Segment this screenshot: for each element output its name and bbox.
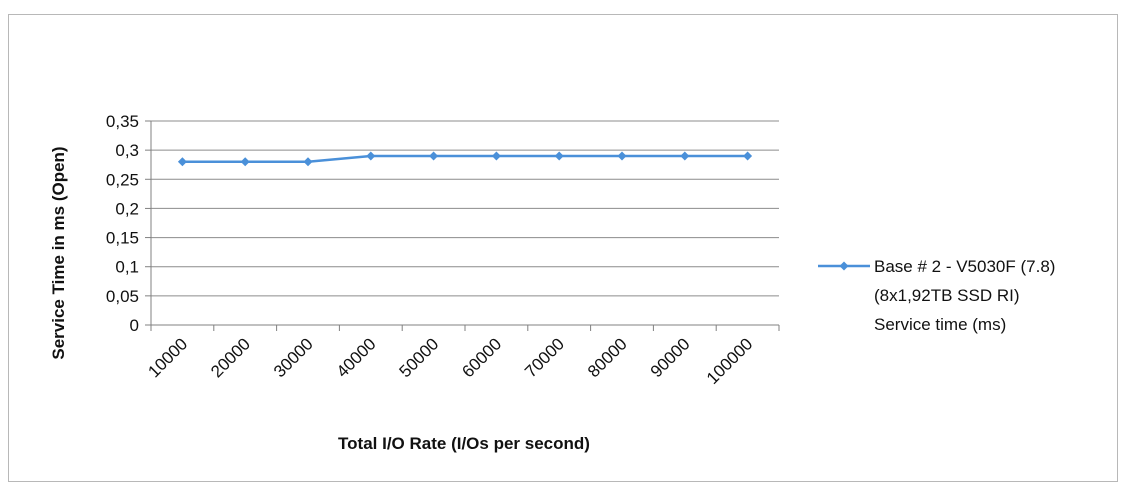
data-point (491, 151, 501, 161)
data-point (680, 151, 690, 161)
y-tick-label: 0,15 (106, 229, 139, 248)
y-axis-title: Service Time in ms (Open) (49, 146, 68, 359)
y-tick-labels: 0 0,05 0,1 0,15 0,2 0,25 0,3 0,35 (106, 112, 151, 335)
legend-label: Service time (ms) (874, 315, 1006, 334)
x-tick-label: 30000 (270, 334, 317, 381)
data-point (429, 151, 439, 161)
x-tick-label: 10000 (144, 334, 191, 381)
legend-label: Base # 2 - V5030F (7.8) (874, 257, 1055, 276)
y-tick-label: 0,3 (115, 141, 139, 160)
x-tick-labels: 10000 20000 30000 40000 50000 60000 70000 80000… (144, 325, 780, 388)
data-point (177, 157, 187, 167)
data-point (554, 151, 564, 161)
chart-frame (8, 14, 1118, 482)
x-tick-label: 70000 (521, 334, 568, 381)
x-tick-label: 60000 (458, 334, 505, 381)
x-tick-label: 50000 (396, 334, 443, 381)
legend-swatch-marker (839, 261, 849, 271)
x-tick-label: 90000 (647, 334, 694, 381)
y-tick-label: 0,1 (115, 258, 139, 277)
series-lines (177, 151, 753, 167)
legend: Base # 2 - V5030F (7.8) (8x1,92TB SSD RI)… (818, 257, 1055, 334)
x-tick-label: 20000 (207, 334, 254, 381)
x-axis-title: Total I/O Rate (I/Os per second) (338, 434, 590, 453)
series-line (182, 154, 748, 164)
y-tick-label: 0,25 (106, 170, 139, 189)
y-tick-label: 0,35 (106, 112, 139, 131)
data-point (617, 151, 627, 161)
gridlines (151, 120, 779, 297)
data-point (240, 157, 250, 167)
x-tick-label: 40000 (333, 334, 380, 381)
y-tick-label: 0 (130, 316, 139, 335)
data-point (366, 151, 376, 161)
x-tick-label: 80000 (584, 334, 631, 381)
y-tick-label: 0,05 (106, 287, 139, 306)
legend-label: (8x1,92TB SSD RI) (874, 286, 1020, 305)
x-tick-label: 100000 (703, 334, 757, 388)
data-point (743, 151, 753, 161)
y-tick-label: 0,2 (115, 199, 139, 218)
data-point (303, 157, 313, 167)
